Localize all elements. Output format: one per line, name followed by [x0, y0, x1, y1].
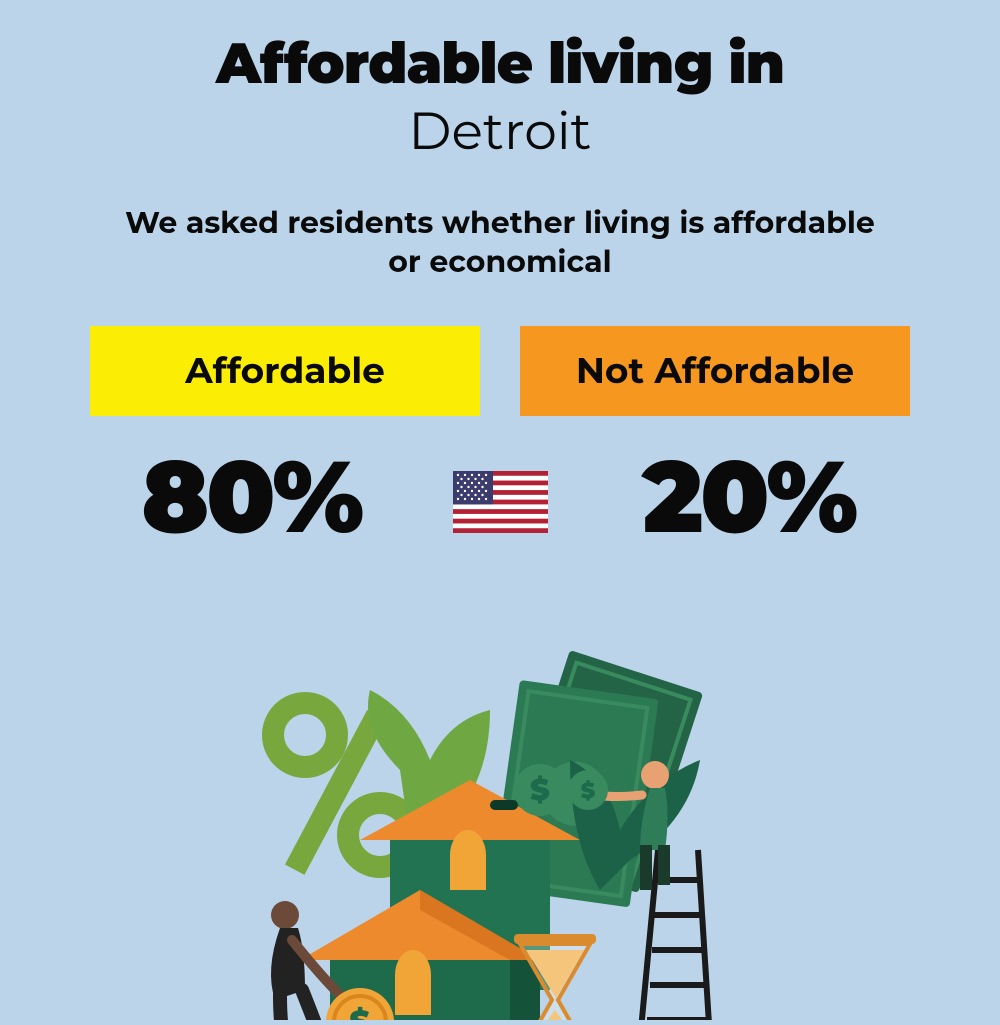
svg-text:$: $ — [530, 771, 550, 808]
pill-not-affordable-label: Not Affordable — [576, 349, 854, 393]
svg-text:$: $ — [349, 1003, 370, 1020]
us-flag-icon — [453, 471, 548, 533]
svg-text:$: $ — [581, 777, 596, 804]
subtitle-text: We asked residents whether living is aff… — [80, 203, 920, 281]
title-line-1: Affordable living in — [80, 30, 920, 98]
percent-affordable: 80% — [80, 436, 423, 558]
percent-not-affordable: 20% — [578, 436, 921, 558]
pills-row: Affordable Not Affordable — [80, 326, 920, 416]
percent-row: 80% 2 — [80, 436, 920, 558]
savings-illustration: $ — [210, 640, 790, 1020]
pill-affordable-label: Affordable — [185, 349, 385, 393]
pill-not-affordable: Not Affordable — [520, 326, 910, 416]
title-line-2: Detroit — [80, 100, 920, 163]
pill-affordable: Affordable — [90, 326, 480, 416]
